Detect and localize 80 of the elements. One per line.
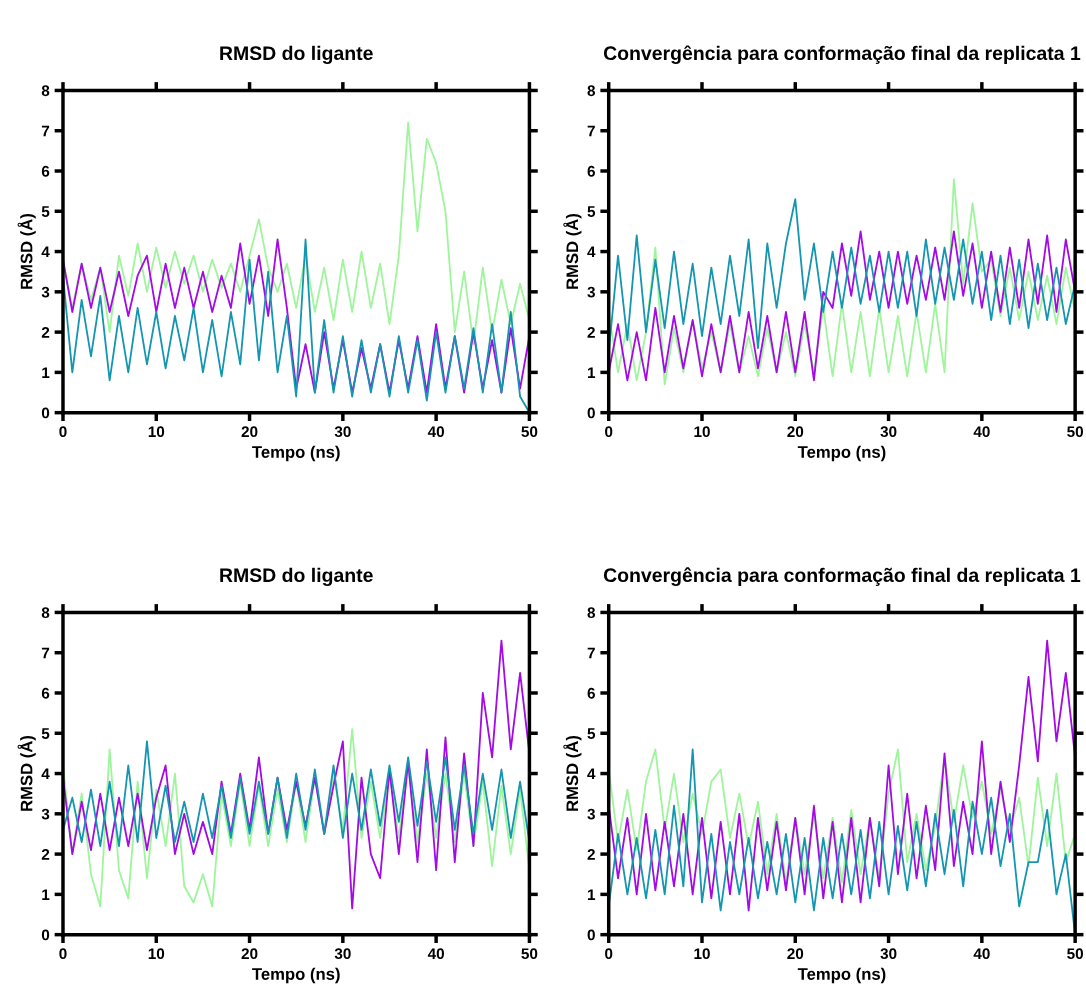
y-axis-title: RMSD (Å) [17, 735, 36, 811]
y-tick-label: 8 [587, 607, 596, 619]
x-tick-label: 0 [605, 948, 613, 960]
x-tick-label: 10 [694, 948, 710, 960]
y-tick-label: 6 [41, 687, 50, 699]
x-tick-label: 30 [880, 948, 897, 960]
y-tick-label: 0 [41, 929, 50, 941]
chart-title: RMSD do ligante [220, 45, 373, 65]
x-tick-label: 20 [241, 426, 258, 438]
chart-title: Convergência para conformação final da replicata 1 [603, 45, 1081, 65]
y-tick-label: 3 [587, 286, 595, 298]
y-tick-label: 2 [41, 848, 50, 860]
y-tick-label: 0 [587, 929, 595, 941]
y-tick-label: 4 [41, 246, 50, 258]
y-tick-label: 2 [587, 326, 595, 338]
y-tick-label: 4 [587, 246, 596, 258]
y-tick-label: 5 [41, 206, 50, 217]
y-axis-title: RMSD (Å) [17, 213, 36, 289]
x-tick-label: 30 [334, 426, 351, 438]
y-tick-label: 6 [587, 687, 595, 699]
x-tick-label: 0 [59, 948, 67, 960]
x-tick-label: 50 [521, 426, 538, 438]
y-tick-label: 5 [41, 728, 50, 739]
x-tick-label: 40 [427, 948, 444, 960]
line-series [62, 728, 530, 908]
x-axis-title: Tempo (ns) [252, 445, 340, 462]
y-tick-label: 1 [587, 889, 596, 900]
y-tick-label: 8 [41, 85, 50, 97]
y-axis-title: RMSD (Å) [563, 735, 582, 811]
x-tick-label: 30 [334, 948, 351, 960]
x-tick-label: 20 [787, 426, 804, 438]
x-tick-label: 30 [880, 426, 897, 438]
line-series [62, 639, 530, 910]
y-tick-label: 1 [587, 367, 596, 378]
x-tick-label: 10 [148, 948, 165, 960]
y-tick-label: 7 [41, 125, 50, 137]
x-tick-label: 50 [521, 948, 538, 960]
chart-title: Convergência para conformação final da replicata 1 [603, 567, 1081, 586]
y-tick-label: 3 [41, 286, 50, 298]
x-tick-label: 50 [1067, 948, 1084, 960]
y-tick-label: 2 [41, 326, 50, 338]
y-tick-label: 5 [587, 728, 596, 739]
x-tick-label: 10 [694, 426, 710, 438]
y-tick-label: 4 [41, 768, 50, 780]
y-tick-label: 5 [587, 206, 596, 217]
line-series [608, 639, 1076, 912]
x-axis-title: Tempo (ns) [797, 445, 886, 462]
y-tick-label: 6 [41, 165, 50, 177]
x-tick-label: 40 [973, 948, 990, 960]
line-series [608, 178, 1076, 386]
y-axis-title: RMSD (Å) [563, 213, 582, 289]
y-tick-label: 8 [587, 85, 596, 97]
y-tick-label: 6 [587, 165, 595, 177]
y-tick-label: 2 [587, 848, 595, 860]
y-tick-label: 3 [587, 808, 595, 820]
y-tick-label: 1 [42, 889, 50, 900]
x-tick-label: 20 [241, 948, 258, 960]
y-tick-label: 7 [587, 647, 595, 659]
x-axis-title: Tempo (ns) [252, 967, 340, 984]
line-series [608, 748, 1076, 884]
x-tick-label: 10 [148, 426, 165, 438]
x-tick-label: 50 [1067, 426, 1084, 438]
x-tick-label: 0 [59, 426, 67, 438]
line-series [608, 230, 1076, 382]
x-tick-label: 0 [605, 426, 613, 438]
y-tick-label: 8 [41, 607, 50, 619]
x-axis-title: Tempo (ns) [797, 967, 886, 984]
y-tick-label: 3 [41, 808, 50, 820]
x-tick-label: 40 [973, 426, 990, 438]
line-series [62, 121, 530, 346]
y-tick-label: 7 [587, 125, 595, 137]
x-tick-label: 20 [787, 948, 804, 960]
y-tick-label: 0 [41, 407, 50, 419]
line-series [62, 740, 530, 847]
chart-title: RMSD do ligante [220, 567, 373, 586]
y-tick-label: 1 [42, 367, 50, 378]
x-tick-label: 40 [427, 426, 444, 438]
y-tick-label: 7 [41, 647, 50, 659]
y-tick-label: 0 [587, 407, 595, 419]
y-tick-label: 4 [587, 768, 596, 780]
